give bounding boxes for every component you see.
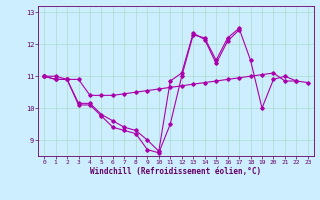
X-axis label: Windchill (Refroidissement éolien,°C): Windchill (Refroidissement éolien,°C) [91,167,261,176]
